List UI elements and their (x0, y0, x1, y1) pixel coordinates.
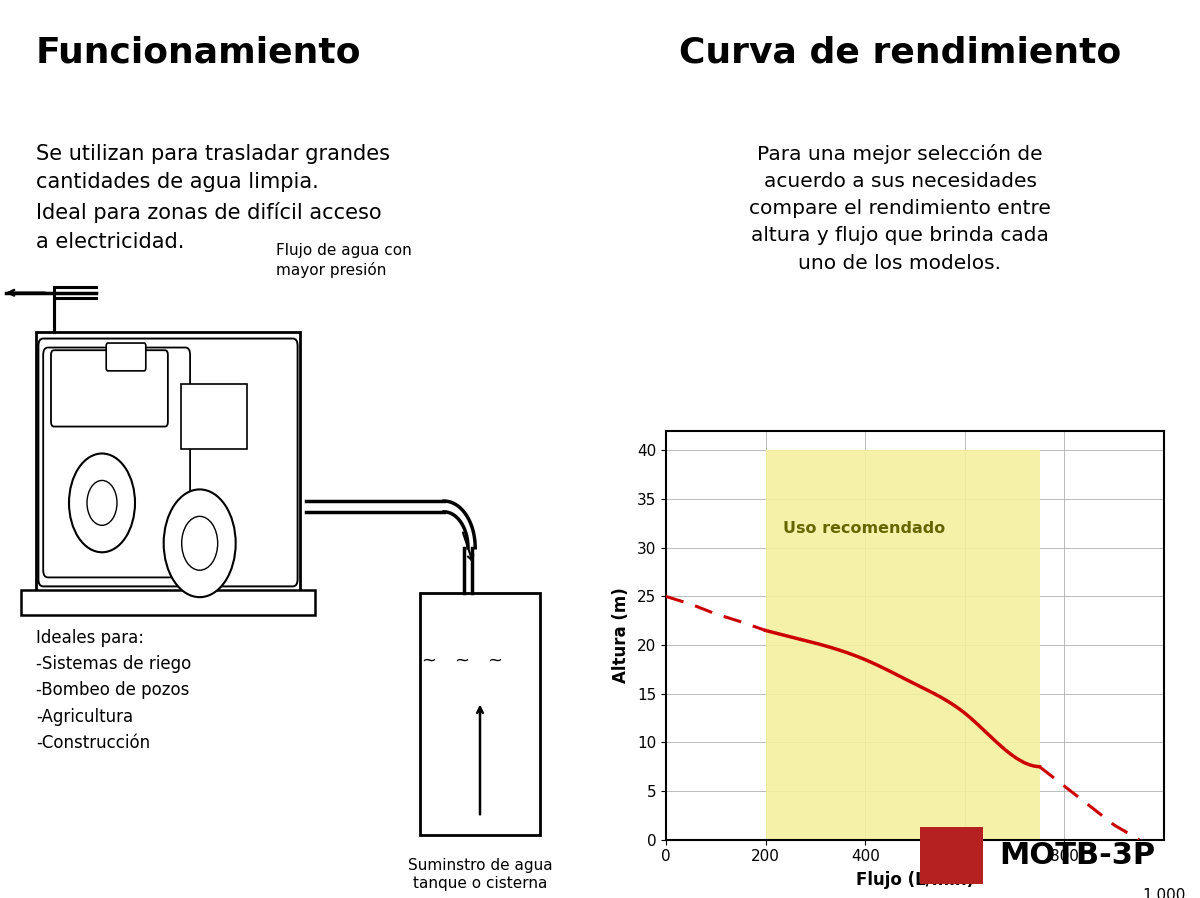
Circle shape (163, 489, 235, 597)
Text: Se utilizan para trasladar grandes
cantidades de agua limpia.
Ideal para zonas d: Se utilizan para trasladar grandes canti… (36, 144, 390, 251)
FancyBboxPatch shape (38, 339, 298, 586)
Text: Flujo de agua con
mayor presión: Flujo de agua con mayor presión (276, 243, 412, 278)
Text: ~: ~ (487, 652, 503, 670)
Circle shape (86, 480, 118, 525)
Text: Curva de rendimiento: Curva de rendimiento (679, 36, 1121, 70)
Text: 1,000: 1,000 (1142, 888, 1186, 898)
Text: Ideales para:
-Sistemas de riego
-Bombeo de pozos
-Agricultura
-Construcción: Ideales para: -Sistemas de riego -Bombeo… (36, 629, 191, 753)
Circle shape (68, 453, 134, 552)
Bar (20, 590, 314, 615)
Text: Suminstro de agua
tanque o cisterna: Suminstro de agua tanque o cisterna (408, 858, 552, 891)
FancyBboxPatch shape (43, 348, 190, 577)
Bar (420, 593, 540, 835)
FancyBboxPatch shape (36, 332, 300, 593)
Text: Para una mejor selección de
acuerdo a sus necesidades
compare el rendimiento ent: Para una mejor selección de acuerdo a su… (749, 144, 1051, 273)
Y-axis label: Altura (m): Altura (m) (612, 587, 630, 683)
Text: MOTB-3P: MOTB-3P (1000, 841, 1156, 870)
Circle shape (181, 516, 217, 570)
Bar (920, 827, 983, 884)
Text: ~: ~ (421, 652, 437, 670)
Bar (766, 451, 1039, 840)
FancyBboxPatch shape (106, 343, 146, 371)
FancyBboxPatch shape (50, 350, 168, 427)
Text: ~: ~ (455, 652, 469, 670)
X-axis label: Flujo (L/min): Flujo (L/min) (856, 871, 974, 889)
Text: Uso recomendado: Uso recomendado (784, 521, 946, 536)
Text: Funcionamiento: Funcionamiento (36, 36, 361, 70)
FancyBboxPatch shape (181, 384, 247, 449)
